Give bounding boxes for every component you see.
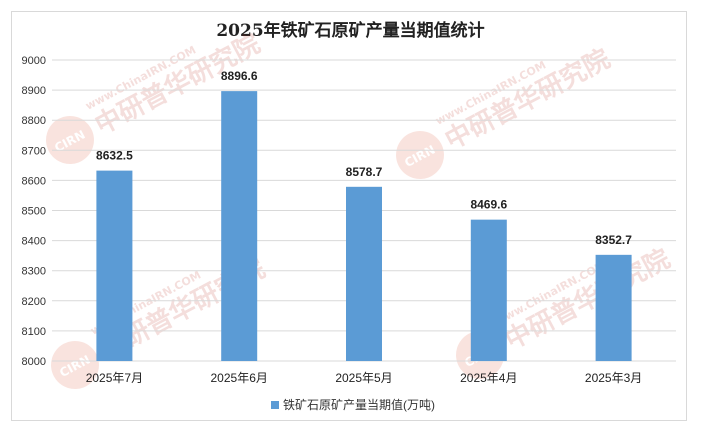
y-tick-label: 8600 <box>22 175 46 187</box>
y-axis: 8000 8100 8200 8300 8400 8500 8600 8700 8800 8900… <box>22 55 46 368</box>
bar <box>470 219 507 361</box>
x-tick-label: 2025年3月 <box>585 371 642 385</box>
watermark-logo-icon <box>46 116 94 164</box>
chart-title: 2025年铁矿石原矿产量当期值统计 <box>216 21 485 41</box>
x-tick-label: 2025年7月 <box>86 371 143 385</box>
x-tick-label: 2025年4月 <box>460 371 517 385</box>
watermark-logo-icon <box>51 341 99 389</box>
y-tick-label: 8500 <box>22 206 46 218</box>
data-label: 8632.5 <box>96 149 133 163</box>
legend-label: 铁矿石原矿产量当期值(万吨) <box>283 397 435 412</box>
data-label: 8352.7 <box>595 233 632 247</box>
y-tick-label: 8400 <box>22 236 46 248</box>
bar <box>96 170 133 361</box>
y-tick-label: 8800 <box>22 115 46 127</box>
data-labels: 8632.5 8896.6 8578.7 8469.6 8352.7 <box>96 69 632 247</box>
legend-swatch <box>271 401 279 409</box>
x-tick-label: 2025年5月 <box>335 371 392 385</box>
y-tick-label: 8100 <box>22 326 46 338</box>
data-label: 8578.7 <box>346 165 383 179</box>
bars <box>96 91 632 361</box>
y-tick-label: 8200 <box>22 296 46 308</box>
data-label: 8469.6 <box>470 198 507 212</box>
legend: 铁矿石原矿产量当期值(万吨) <box>271 397 435 412</box>
x-axis: 2025年7月 2025年6月 2025年5月 2025年4月 2025年3月 <box>86 371 643 385</box>
y-tick-label: 8300 <box>22 266 46 278</box>
data-label: 8896.6 <box>221 69 258 83</box>
bar <box>595 254 632 361</box>
y-tick-label: 8900 <box>22 85 46 97</box>
bar <box>221 91 258 361</box>
x-tick-label: 2025年6月 <box>211 371 268 385</box>
y-tick-label: 8700 <box>22 145 46 157</box>
watermark-logo-icon <box>396 131 444 179</box>
y-tick-label: 9000 <box>22 55 46 67</box>
bar <box>346 186 382 361</box>
y-tick-label: 8000 <box>22 356 46 368</box>
